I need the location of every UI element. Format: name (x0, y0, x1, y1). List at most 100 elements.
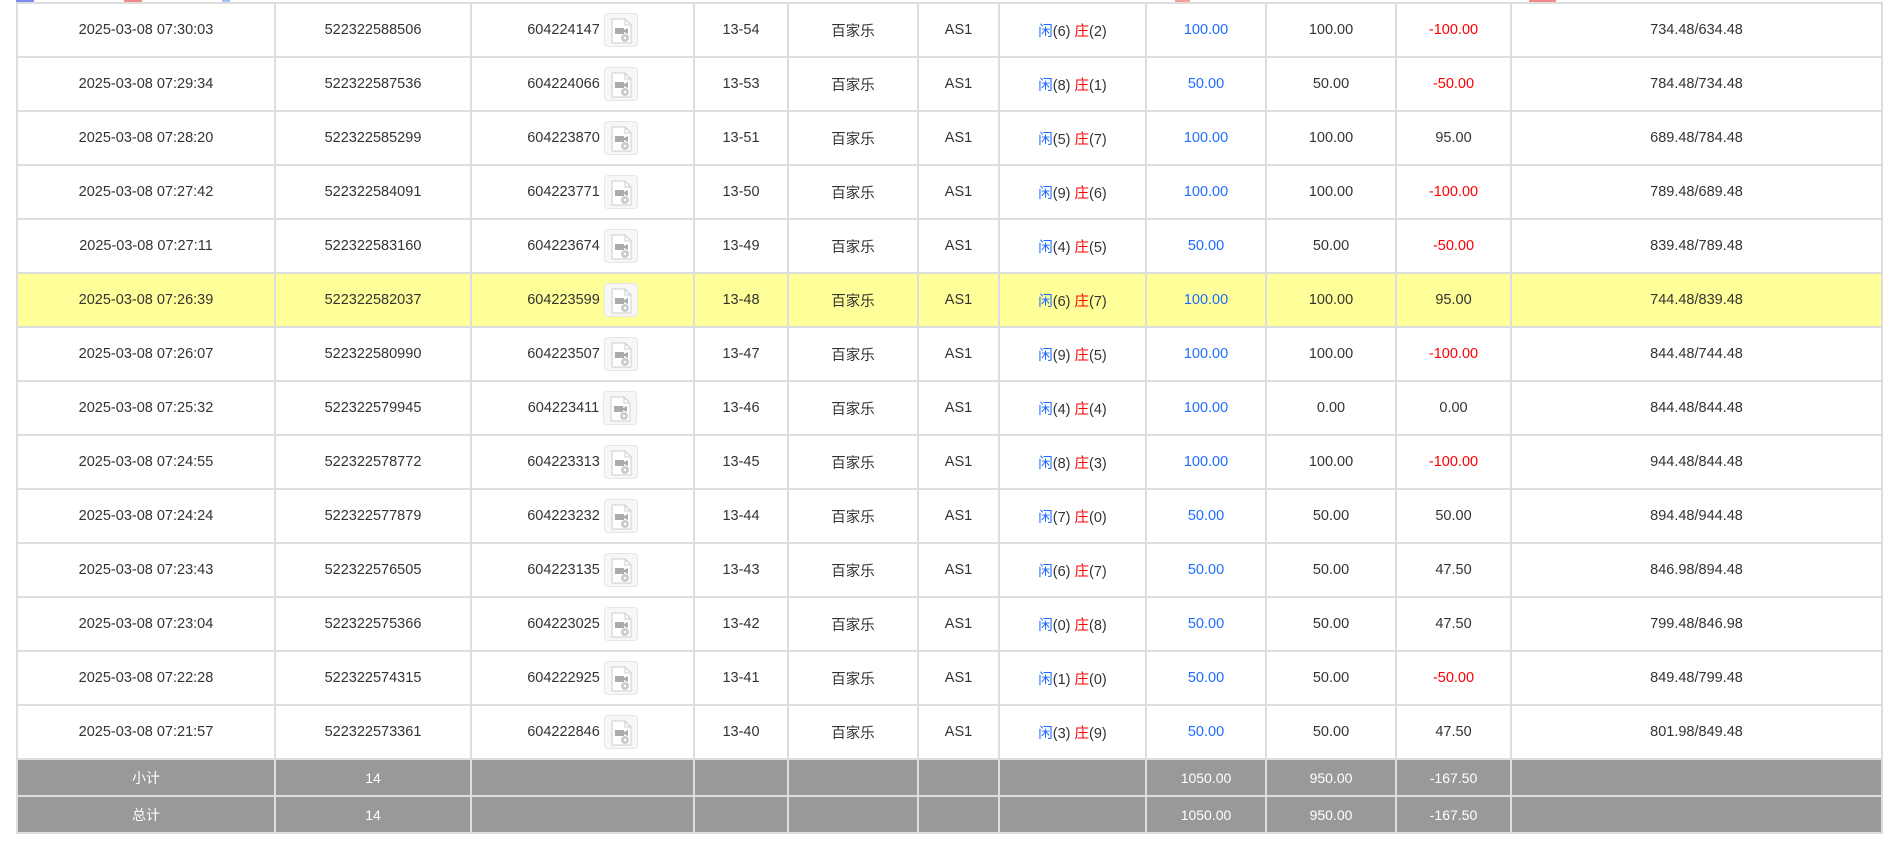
bet-time: 2025-03-08 07:24:55 (16, 434, 276, 490)
bet-time: 2025-03-08 07:28:20 (16, 110, 276, 166)
table-row: 2025-03-08 07:25:32 522322579945 6042234… (16, 380, 1883, 436)
player-score: (1) (1052, 671, 1071, 688)
result: 闲(6) 庄(7) (998, 542, 1147, 598)
table-row: 2025-03-08 07:22:28 522322574315 6042229… (16, 650, 1883, 706)
round-cell: 604224066 (470, 56, 695, 112)
order-number: 522322587536 (274, 56, 472, 112)
footer-label: 总计 (16, 795, 276, 834)
game-name: 百家乐 (787, 704, 919, 760)
total-row: 总计 14 1050.00 950.00 -167.50 (16, 795, 1883, 834)
round-number: 604223232 (527, 507, 600, 524)
video-replay-icon[interactable] (603, 229, 638, 263)
player-score: (8) (1052, 77, 1071, 94)
table-row: 2025-03-08 07:27:42 522322584091 6042237… (16, 164, 1883, 220)
order-number: 522322580990 (274, 326, 472, 382)
video-replay-icon[interactable] (603, 337, 638, 371)
top-color-strip (1175, 0, 1190, 3)
result: 闲(0) 庄(8) (998, 596, 1147, 652)
video-replay-icon[interactable] (603, 553, 638, 587)
balance: 744.48/839.48 (1510, 272, 1883, 328)
result: 闲(9) 庄(5) (998, 326, 1147, 382)
table-row: 2025-03-08 07:29:34 522322587536 6042240… (16, 56, 1883, 112)
bet-time: 2025-03-08 07:23:43 (16, 542, 276, 598)
round-number: 604222846 (527, 723, 600, 740)
result: 闲(9) 庄(6) (998, 164, 1147, 220)
top-color-strip (1529, 0, 1556, 3)
video-replay-icon[interactable] (603, 175, 638, 209)
valid-bet: 50.00 (1265, 488, 1397, 544)
banker-label: 庄 (1074, 23, 1090, 40)
order-number: 522322576505 (274, 542, 472, 598)
banker-score: (9) (1089, 725, 1107, 742)
round-number: 604223674 (527, 237, 600, 254)
bet-time: 2025-03-08 07:23:04 (16, 596, 276, 652)
game-name: 百家乐 (787, 56, 919, 112)
table-number: 13-45 (693, 434, 789, 490)
room: AS1 (917, 704, 1000, 760)
bet-time: 2025-03-08 07:22:28 (16, 650, 276, 706)
player-label: 闲 (1038, 23, 1053, 40)
round-cell: 604222925 (470, 650, 695, 706)
table-row: 2025-03-08 07:26:07 522322580990 6042235… (16, 326, 1883, 382)
room: AS1 (917, 596, 1000, 652)
banker-score: (0) (1089, 671, 1107, 688)
game-name: 百家乐 (787, 272, 919, 328)
player-label: 闲 (1038, 401, 1053, 418)
table-number: 13-49 (693, 218, 789, 274)
video-replay-icon[interactable] (603, 121, 638, 155)
banker-score: (7) (1089, 293, 1107, 310)
video-replay-icon[interactable] (603, 67, 638, 101)
round-number: 604223135 (527, 561, 600, 578)
bet-amount: 100.00 (1145, 326, 1267, 382)
result: 闲(8) 庄(3) (998, 434, 1147, 490)
table-number: 13-54 (693, 2, 789, 58)
bet-amount: 100.00 (1145, 164, 1267, 220)
round-number: 604224066 (527, 75, 600, 92)
player-score: (6) (1052, 23, 1071, 40)
banker-score: (5) (1089, 347, 1107, 364)
valid-bet: 100.00 (1265, 272, 1397, 328)
balance: 894.48/944.48 (1510, 488, 1883, 544)
bet-amount: 50.00 (1145, 218, 1267, 274)
round-number: 604223599 (527, 291, 600, 308)
balance: 799.48/846.98 (1510, 596, 1883, 652)
room: AS1 (917, 110, 1000, 166)
round-cell: 604222846 (470, 704, 695, 760)
valid-bet: 50.00 (1265, 218, 1397, 274)
win-loss: 47.50 (1395, 596, 1512, 652)
banker-label: 庄 (1074, 401, 1090, 418)
bet-amount: 50.00 (1145, 704, 1267, 760)
game-name: 百家乐 (787, 110, 919, 166)
video-replay-icon[interactable] (603, 661, 638, 695)
player-label: 闲 (1038, 239, 1053, 256)
room: AS1 (917, 272, 1000, 328)
player-label: 闲 (1038, 185, 1053, 202)
order-number: 522322578772 (274, 434, 472, 490)
video-replay-icon[interactable] (603, 391, 638, 425)
video-replay-icon[interactable] (603, 607, 638, 641)
video-replay-icon[interactable] (603, 715, 638, 749)
win-loss: -100.00 (1395, 164, 1512, 220)
player-score: (6) (1052, 563, 1071, 580)
balance: 689.48/784.48 (1510, 110, 1883, 166)
game-name: 百家乐 (787, 488, 919, 544)
video-replay-icon[interactable] (603, 283, 638, 317)
player-score: (5) (1052, 131, 1071, 148)
player-score: (3) (1052, 725, 1071, 742)
footer-bet: 1050.00 (1145, 758, 1267, 797)
banker-label: 庄 (1074, 671, 1090, 688)
round-number: 604223771 (527, 183, 600, 200)
game-name: 百家乐 (787, 434, 919, 490)
game-name: 百家乐 (787, 326, 919, 382)
banker-label: 庄 (1074, 185, 1090, 202)
round-number: 604224147 (527, 21, 600, 38)
player-label: 闲 (1038, 347, 1053, 364)
footer-win: -167.50 (1395, 758, 1512, 797)
order-number: 522322577879 (274, 488, 472, 544)
video-replay-icon[interactable] (603, 13, 638, 47)
video-replay-icon[interactable] (603, 499, 638, 533)
table-row: 2025-03-08 07:23:43 522322576505 6042231… (16, 542, 1883, 598)
banker-label: 庄 (1074, 239, 1090, 256)
player-score: (8) (1052, 455, 1071, 472)
video-replay-icon[interactable] (603, 445, 638, 479)
